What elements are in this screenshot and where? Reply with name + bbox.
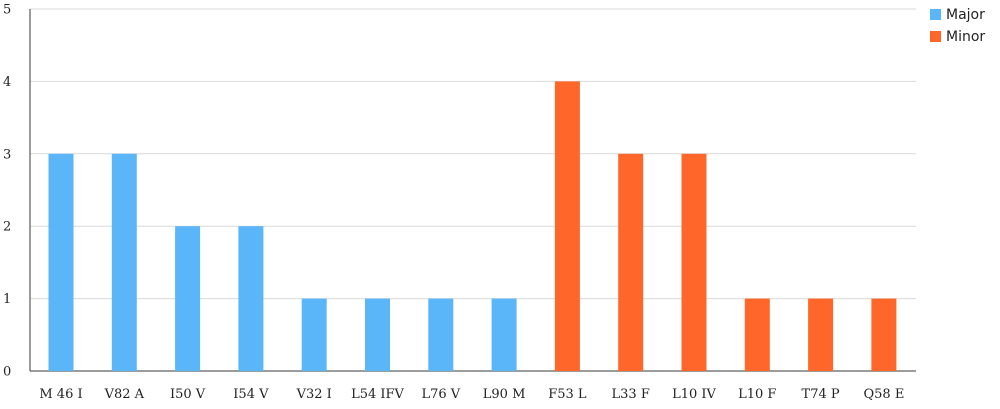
- bar-l90-m: [491, 298, 517, 371]
- y-tick-3: 3: [3, 147, 11, 162]
- x-tick-l10-f: L10 F: [738, 387, 776, 402]
- y-tick-0: 0: [3, 365, 11, 380]
- bar-l10-f: [744, 298, 770, 371]
- x-tick-q58-e: Q58 E: [863, 387, 904, 402]
- x-tick-v82-a: V82 A: [104, 387, 145, 402]
- bar-l76-v: [428, 298, 454, 371]
- y-tick-4: 4: [3, 75, 11, 90]
- bar-m-46-i: [48, 153, 74, 371]
- x-tick-labels: M 46 I V82 A I50 V I54 V V32 I L54 IFV L76 V L9…: [39, 387, 904, 402]
- y-tick-1: 1: [3, 292, 11, 307]
- x-tick-l33-f: L33 F: [612, 387, 650, 402]
- x-tick-l54-ifv: L54 IFV: [351, 387, 404, 402]
- y-tick-5: 5: [3, 3, 11, 18]
- grid-lines: [30, 8, 916, 300]
- y-tick-labels: 0 1 2 3 4 5: [3, 3, 11, 380]
- x-tick-f53-l: F53 L: [548, 387, 587, 402]
- axes: [29, 9, 916, 372]
- legend: Major Minor: [930, 7, 985, 45]
- x-tick-v32-i: V32 I: [296, 387, 332, 402]
- bar-t74-p: [808, 298, 834, 371]
- bars: [48, 81, 897, 372]
- bar-l10-iv: [681, 153, 707, 371]
- x-tick-l10-iv: L10 IV: [672, 387, 716, 402]
- legend-label-major: Major: [946, 7, 985, 23]
- legend-label-minor: Minor: [946, 29, 985, 45]
- x-tick-m-46-i: M 46 I: [39, 387, 82, 402]
- bar-q58-e: [871, 298, 897, 371]
- x-tick-l76-v: L76 V: [421, 387, 460, 402]
- bar-i54-v: [238, 226, 264, 371]
- bar-l54-ifv: [365, 298, 390, 371]
- bar-f53-l: [554, 81, 580, 372]
- legend-swatch-minor: [930, 31, 941, 42]
- bar-l33-f: [618, 153, 644, 371]
- x-tick-i50-v: I50 V: [170, 387, 206, 402]
- x-tick-i54-v: I54 V: [233, 387, 269, 402]
- bar-i50-v: [175, 226, 201, 371]
- y-tick-2: 2: [3, 220, 11, 235]
- bar-v82-a: [111, 153, 137, 371]
- x-tick-l90-m: L90 M: [483, 387, 526, 402]
- legend-swatch-major: [930, 9, 941, 20]
- bar-v32-i: [301, 298, 327, 371]
- x-tick-t74-p: T74 P: [802, 387, 840, 402]
